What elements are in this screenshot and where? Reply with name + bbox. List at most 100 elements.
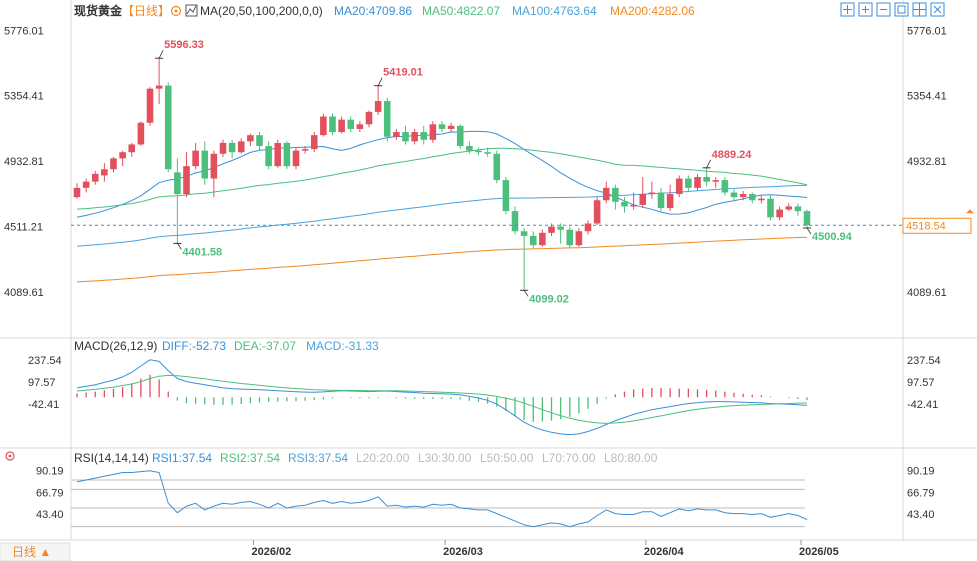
price-tick-left: 4511.21 <box>4 221 43 233</box>
macd-histogram <box>76 374 808 422</box>
rsi-settings-icon[interactable] <box>5 451 15 461</box>
candle-body <box>739 194 747 198</box>
candle-body <box>438 124 446 129</box>
candle-body <box>228 142 236 153</box>
rsi-level-80: L80:80.00 <box>604 451 658 465</box>
macd-header: MACD(26,12,9) DIFF:-52.73 DEA:-37.07 MAC… <box>74 339 379 353</box>
candle-body <box>539 232 546 246</box>
indicator-icon[interactable] <box>185 4 198 17</box>
rsi-level-20: L20:20.00 <box>356 451 410 465</box>
candle-body <box>383 101 391 137</box>
rsi1-value: RSI1:37.54 <box>152 451 212 465</box>
rsi-tick-right: 90.19 <box>907 465 935 477</box>
ma20-line <box>76 130 808 218</box>
candle-body <box>758 198 765 201</box>
candle-body <box>456 125 464 146</box>
price-tick-right: 5776.01 <box>907 25 947 37</box>
reset-icon[interactable] <box>894 2 909 17</box>
candle-body <box>730 192 738 198</box>
candle-body <box>493 153 501 181</box>
candle-body <box>557 226 564 230</box>
chart-toolbar <box>840 2 945 17</box>
candle-body <box>675 178 683 195</box>
period-label[interactable]: 【日线】 <box>122 4 170 18</box>
candle-body <box>210 153 218 179</box>
current-price-value: 4518.54 <box>906 220 946 232</box>
price-annotations: 5596.33 4401.58 5419.01 4099.02 4889.24 4500.… <box>155 39 853 305</box>
zoom-out-icon[interactable] <box>876 2 891 17</box>
annotation-leader <box>806 227 812 235</box>
annotation-leader <box>177 243 182 250</box>
candle-body <box>347 119 355 129</box>
candle-body <box>73 187 81 198</box>
ma-params: MA(20,50,100,200,0,0) <box>200 4 323 18</box>
macd-dea-line <box>76 374 808 424</box>
annotation-leader <box>523 290 529 297</box>
candle-body <box>785 206 793 210</box>
candle-body <box>466 146 473 151</box>
current-price-tag <box>902 217 972 234</box>
rsi-line <box>76 470 808 528</box>
move-icon[interactable] <box>840 2 855 17</box>
candle-body <box>794 206 802 212</box>
candle-body <box>621 201 628 207</box>
candle-body <box>566 229 574 246</box>
rsi-axis: 90.19 90.19 66.79 66.79 43.40 43.40 <box>36 465 935 528</box>
ma20-value: MA20:4709.86 <box>334 4 412 18</box>
candle-body <box>91 173 99 182</box>
macd-lines <box>76 359 808 436</box>
close-icon[interactable] <box>930 2 945 17</box>
grid-icon[interactable] <box>912 2 927 17</box>
price-tick-right: 4932.81 <box>907 156 947 168</box>
candle-body <box>164 85 172 170</box>
candle-body <box>584 223 592 232</box>
macd-diff-value: DIFF:-52.73 <box>162 339 226 353</box>
candle-body <box>82 181 90 188</box>
annotation-label: 4500.94 <box>812 231 853 243</box>
candle-body <box>767 198 774 218</box>
price-tick-left: 5776.01 <box>4 25 44 37</box>
candle-body <box>602 187 610 201</box>
price-axis: 5776.01 5776.01 5354.41 5354.41 4932.81 4932.… <box>4 25 947 298</box>
candle-body <box>219 142 227 154</box>
candle-body <box>274 142 282 167</box>
rsi-header: RSI(14,14,14) RSI1:37.54 RSI2:37.54 RSI3… <box>5 451 658 465</box>
candle-body <box>320 116 327 136</box>
current-price-line: 4518.54 <box>71 209 974 234</box>
rsi2-value: RSI2:37.54 <box>220 451 280 465</box>
ma50-value: MA50:4822.07 <box>422 4 500 18</box>
zoom-in-icon[interactable] <box>858 2 873 17</box>
ma200-value: MA200:4282.06 <box>610 4 695 18</box>
candle-body <box>365 111 373 125</box>
candle-body <box>265 146 272 167</box>
candle-body <box>101 169 108 176</box>
rsi-tick-right: 43.40 <box>907 509 935 521</box>
candle-body <box>803 211 811 226</box>
annotation-label: 5596.33 <box>164 39 204 51</box>
period-button-label: 日线 ▲ <box>12 545 51 559</box>
x-tick-label: 2026/03 <box>443 546 483 558</box>
candle-body <box>630 204 637 207</box>
candle-body <box>402 132 409 142</box>
candle-body <box>393 132 400 137</box>
macd-tick-left: 97.57 <box>28 377 56 389</box>
macd-axis: 237.54 237.54 97.57 97.57 -42.41 -42.41 <box>28 355 941 411</box>
macd-tick-right: 237.54 <box>907 355 941 367</box>
x-tick-label: 2026/02 <box>252 546 292 558</box>
rsi-level-70: L70:70.00 <box>542 451 596 465</box>
rsi-tick-right: 66.79 <box>907 487 935 499</box>
period-button[interactable]: 日线 ▲ <box>0 542 71 561</box>
chart-header: 现货黄金 【日线】 MA(20,50,100,200,0,0) MA20:470… <box>74 3 695 18</box>
annotation-leader <box>706 159 711 168</box>
arrow-up-icon <box>966 209 974 214</box>
candle-body <box>529 235 537 246</box>
candle-body <box>593 200 601 224</box>
candle-body <box>292 150 300 167</box>
candle-body <box>247 135 254 142</box>
rsi-tick-left: 66.79 <box>36 487 64 499</box>
candle-body <box>502 180 510 212</box>
settings-icon[interactable] <box>170 5 182 17</box>
annotation-label: 5419.01 <box>383 67 423 79</box>
moving-average-lines <box>76 130 808 283</box>
